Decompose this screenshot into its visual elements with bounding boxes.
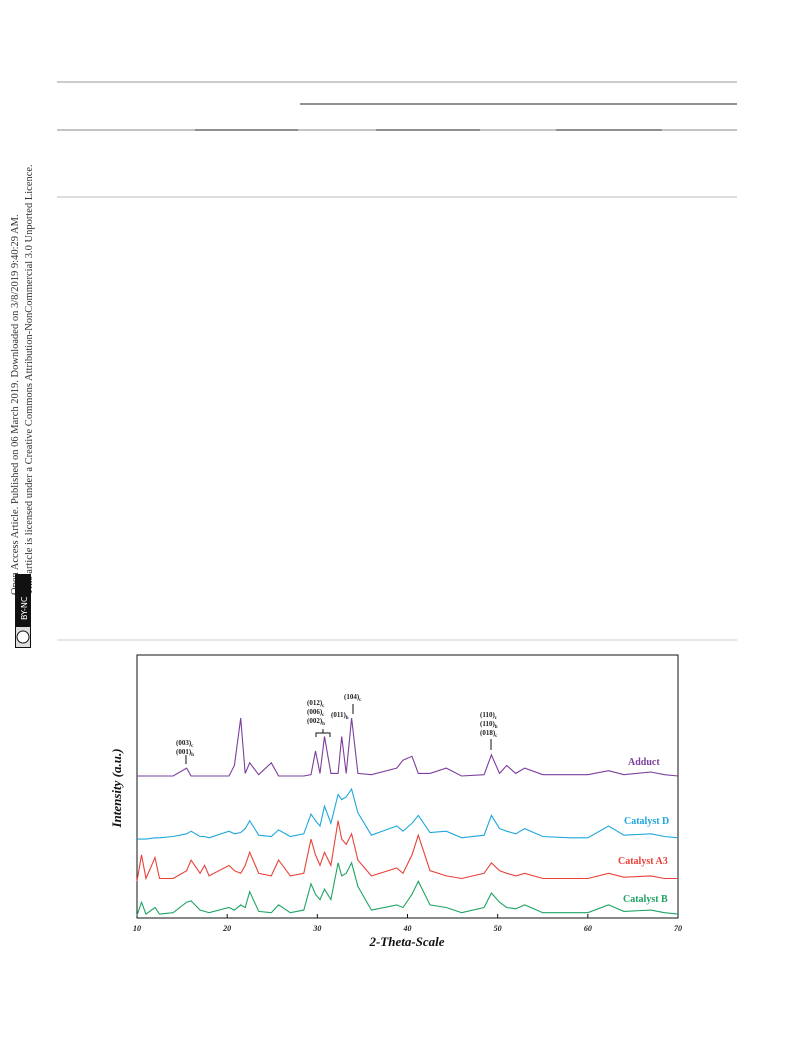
peak-label-sub: c	[191, 744, 194, 749]
peak-label: (012)c	[307, 699, 325, 709]
peak-label-text: (001)	[176, 748, 192, 756]
peak-label-sub: h	[495, 725, 498, 730]
peak-label: (110)h	[480, 720, 498, 730]
peak-label-sub: c	[495, 716, 498, 721]
x-tick-label: 60	[584, 924, 592, 933]
peak-bracket	[315, 729, 331, 737]
peak-label-text: (011)	[331, 711, 346, 719]
peak-label: (011)h	[331, 711, 349, 721]
peak-label-text: (012)	[307, 699, 323, 707]
peak-label-sub: h	[322, 722, 325, 727]
peak-label: (104)c	[344, 693, 362, 703]
sidebar-line: This article is licensed under a Creativ…	[24, 164, 35, 595]
x-tick-label: 10	[133, 924, 141, 933]
series-line	[136, 861, 679, 916]
rules	[57, 81, 737, 641]
badge-text: BY-NC	[20, 596, 29, 620]
peak-label-sub: c	[495, 734, 498, 739]
series-line	[137, 718, 679, 777]
sidebar-line: Open Access Article. Published on 06 Mar…	[10, 214, 21, 595]
series-line	[136, 820, 678, 882]
x-tick-label: 70	[674, 924, 682, 933]
peak-label: (001)h	[176, 748, 194, 758]
x-tick-label: 50	[494, 924, 502, 933]
x-tick-label: 20	[222, 924, 231, 933]
peak-label-text: (104)	[344, 693, 360, 701]
badge-circle	[16, 630, 30, 644]
series-line	[137, 787, 679, 840]
peak-label: (002)h	[307, 717, 325, 727]
series-label: Catalyst B	[623, 894, 668, 905]
peak-label-sub: h	[191, 753, 194, 758]
y-axis-label: Intensity (a.u.)	[109, 748, 124, 828]
peak-label-text: (006)	[307, 708, 323, 716]
peak-label-sub: h	[346, 716, 349, 721]
peak-label-text: (110)	[480, 711, 495, 719]
peak-label-sub: c	[359, 698, 362, 703]
peak-label: (018)c	[480, 729, 498, 739]
peak-label-text: (003)	[176, 739, 192, 747]
peak-label-text: (018)	[480, 729, 496, 737]
x-tick-label: 30	[312, 924, 321, 933]
x-axis-label: 2-Theta-Scale	[368, 934, 444, 949]
series-label: Catalyst A3	[618, 856, 668, 867]
peak-label-sub: c	[322, 704, 325, 709]
license-badge: BY-NC	[15, 574, 31, 648]
peak-label-text: (002)	[307, 717, 323, 725]
peak-label: (003)c	[176, 739, 194, 749]
peak-label: (006)c	[307, 708, 325, 718]
peak-label-text: (110)	[480, 720, 495, 728]
x-tick-label: 40	[403, 924, 412, 933]
plot-frame	[136, 654, 679, 919]
series-label: Catalyst D	[624, 816, 669, 827]
series-label: Adduct	[628, 757, 660, 768]
peak-label-sub: c	[322, 713, 325, 718]
peak-label: (110)c	[480, 711, 498, 721]
